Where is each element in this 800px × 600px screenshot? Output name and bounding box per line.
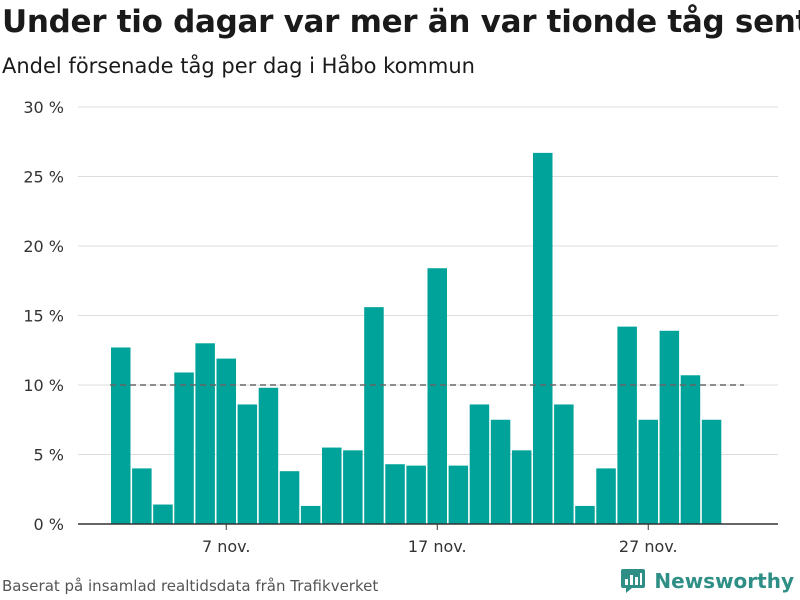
y-tick-label: 5 % [34,446,64,465]
bar [617,326,637,524]
bar [322,447,342,524]
chart-subtitle: Andel försenade tåg per dag i Håbo kommu… [2,54,475,78]
bar [638,419,658,524]
bar [343,450,363,524]
bar [490,419,511,524]
y-tick-label: 15 % [23,307,64,326]
bar [554,404,574,524]
x-tick-label: 17 nov. [408,537,467,556]
bar [279,471,300,524]
bar [300,505,321,524]
y-tick-label: 0 % [34,515,64,534]
bar [680,375,701,524]
brand-name: Newsworthy [654,569,794,593]
newsworthy-logo-icon [621,569,646,593]
bar [511,450,532,524]
bar [132,468,152,524]
bar [701,419,722,524]
bar [258,387,279,524]
bar [216,358,236,524]
x-tick-label: 7 nov. [202,537,251,556]
y-tick-label: 25 % [23,168,64,187]
bar [174,372,194,524]
bar [533,152,553,524]
bar [596,468,616,524]
bar [406,465,426,524]
bar [469,404,490,524]
bar [575,505,595,524]
bar [237,404,258,524]
bar [111,347,131,524]
y-tick-label: 30 % [23,98,64,117]
bar [448,465,469,524]
x-tick-label: 27 nov. [619,537,678,556]
bar [195,343,215,524]
brand[interactable]: Newsworthy [620,568,794,594]
bar [659,330,680,524]
bar [153,504,173,524]
bar [427,268,447,524]
y-tick-label: 20 % [23,237,64,256]
source-note: Baserat på insamlad realtidsdata från Tr… [2,577,379,595]
chart-title: Under tio dagar var mer än var tionde tå… [2,4,800,40]
bar [385,464,405,524]
bar [364,307,384,524]
y-tick-label: 10 % [23,376,64,395]
